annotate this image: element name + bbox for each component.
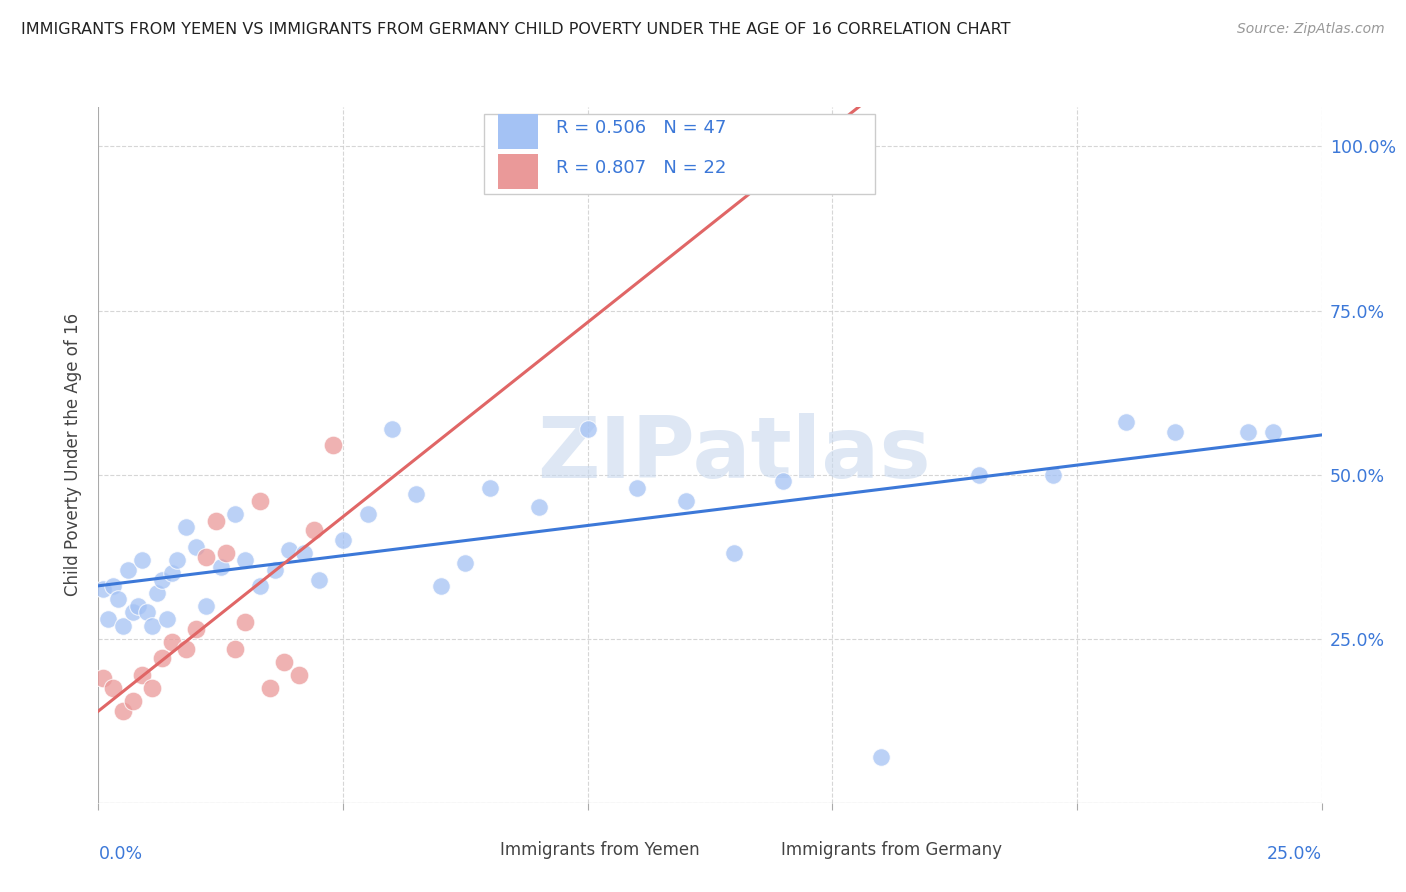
Point <box>381 422 404 436</box>
Point <box>176 641 198 656</box>
Point <box>263 563 285 577</box>
Y-axis label: Child Poverty Under the Age of 16: Child Poverty Under the Age of 16 <box>63 313 82 597</box>
Point <box>967 467 990 482</box>
Text: ZIPatlas: ZIPatlas <box>537 413 931 497</box>
Point <box>478 481 501 495</box>
Point <box>101 579 124 593</box>
Point <box>576 422 599 436</box>
Bar <box>734 839 772 861</box>
Text: Immigrants from Yemen: Immigrants from Yemen <box>499 841 699 859</box>
Point <box>97 612 120 626</box>
Point <box>214 546 236 560</box>
Point <box>675 494 697 508</box>
Bar <box>453 839 489 861</box>
Point <box>209 559 232 574</box>
Point <box>454 556 477 570</box>
Point <box>772 139 794 153</box>
Point <box>1261 425 1284 439</box>
Point <box>127 599 149 613</box>
Point <box>626 481 648 495</box>
Point <box>1164 425 1187 439</box>
Point <box>356 507 378 521</box>
Point <box>141 618 163 632</box>
Point <box>302 524 325 538</box>
Point <box>186 622 208 636</box>
Text: R = 0.506   N = 47: R = 0.506 N = 47 <box>555 119 727 136</box>
Bar <box>498 154 537 189</box>
Text: Immigrants from Germany: Immigrants from Germany <box>780 841 1002 859</box>
Point <box>1237 425 1260 439</box>
Point <box>131 668 153 682</box>
Point <box>772 474 794 488</box>
Point <box>259 681 281 695</box>
Point <box>308 573 330 587</box>
Point <box>292 546 315 560</box>
Point <box>186 540 208 554</box>
Text: R = 0.807   N = 22: R = 0.807 N = 22 <box>555 160 727 178</box>
Bar <box>498 114 537 149</box>
Text: 0.0%: 0.0% <box>98 845 142 863</box>
Point <box>527 500 550 515</box>
Point <box>273 655 295 669</box>
Point <box>101 681 124 695</box>
Point <box>146 586 169 600</box>
Point <box>723 546 745 560</box>
Point <box>195 549 218 564</box>
Point <box>332 533 354 548</box>
Point <box>278 543 301 558</box>
Point <box>176 520 198 534</box>
Point <box>91 582 114 597</box>
Point <box>150 573 173 587</box>
Point <box>111 618 134 632</box>
Point <box>205 514 228 528</box>
Point <box>166 553 188 567</box>
Point <box>107 592 129 607</box>
Point <box>136 606 159 620</box>
Point <box>121 694 143 708</box>
Point <box>131 553 153 567</box>
Point <box>224 641 246 656</box>
Text: IMMIGRANTS FROM YEMEN VS IMMIGRANTS FROM GERMANY CHILD POVERTY UNDER THE AGE OF : IMMIGRANTS FROM YEMEN VS IMMIGRANTS FROM… <box>21 22 1011 37</box>
Point <box>430 579 453 593</box>
Point <box>156 612 179 626</box>
FancyBboxPatch shape <box>484 114 875 194</box>
Point <box>870 749 893 764</box>
Point <box>195 599 218 613</box>
Point <box>1042 467 1064 482</box>
Point <box>150 651 173 665</box>
Point <box>322 438 344 452</box>
Point <box>405 487 427 501</box>
Point <box>111 704 134 718</box>
Point <box>224 507 246 521</box>
Point <box>249 579 271 593</box>
Point <box>233 615 256 630</box>
Point <box>249 494 271 508</box>
Point <box>121 606 143 620</box>
Text: 25.0%: 25.0% <box>1267 845 1322 863</box>
Point <box>160 566 183 580</box>
Point <box>288 668 311 682</box>
Point <box>160 635 183 649</box>
Point <box>1115 415 1137 429</box>
Text: Source: ZipAtlas.com: Source: ZipAtlas.com <box>1237 22 1385 37</box>
Point <box>117 563 139 577</box>
Point <box>141 681 163 695</box>
Point <box>233 553 256 567</box>
Point <box>91 671 114 685</box>
